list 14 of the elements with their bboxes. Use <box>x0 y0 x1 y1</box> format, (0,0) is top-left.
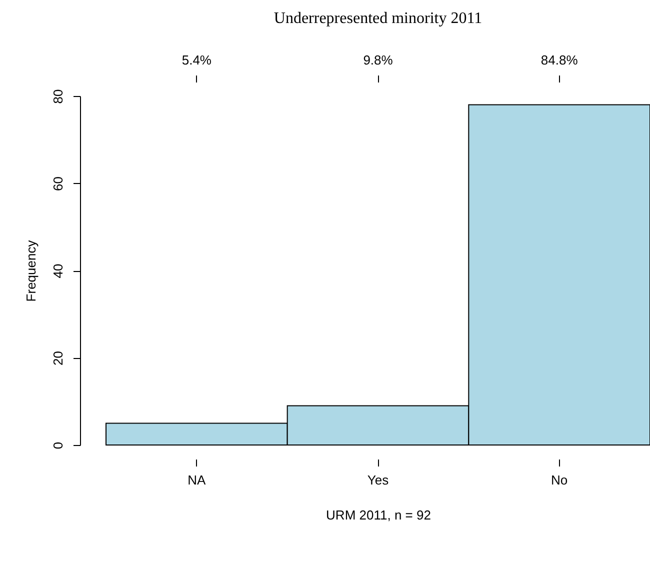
annotation: 9.8% <box>363 52 394 68</box>
x-axis-title: URM 2011, n = 92 <box>326 508 431 522</box>
y-tick-label: 20 <box>50 351 66 366</box>
chart-title: Underrepresented minority 2011 <box>274 10 482 27</box>
x-tick-label: NA <box>188 472 206 488</box>
x-tick-label: No <box>551 472 568 488</box>
y-tick-label: 80 <box>50 89 66 104</box>
y-tick-label: 0 <box>50 442 66 450</box>
annotation: 84.8% <box>540 52 578 68</box>
x-tick-label: Yes <box>367 472 390 488</box>
y-axis-title: Frequency <box>24 240 38 302</box>
y-tick-label: 40 <box>50 264 66 278</box>
y-tick-label: 60 <box>50 176 66 191</box>
annotation: 5.4% <box>182 52 212 68</box>
